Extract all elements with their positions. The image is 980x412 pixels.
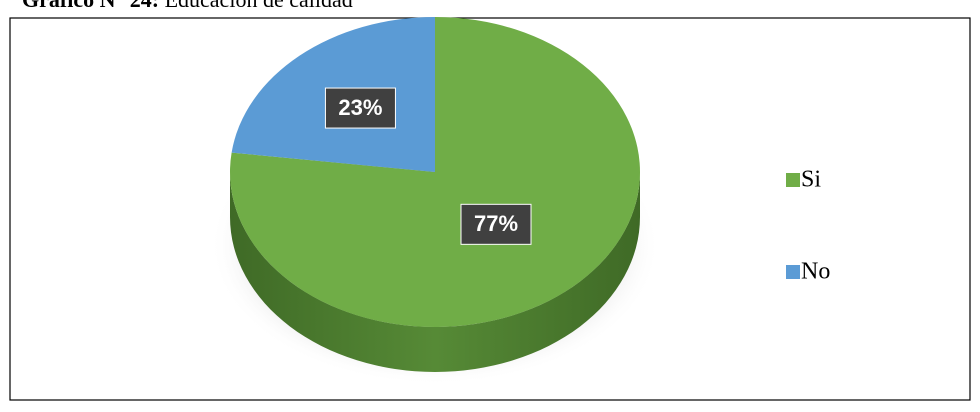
data-label-box	[460, 203, 532, 245]
data-label-box	[324, 87, 396, 129]
legend-label: No	[801, 259, 830, 285]
slice	[230, 17, 641, 327]
legend-swatch	[786, 265, 800, 279]
subtitle: Educación de calidad	[165, 0, 353, 12]
legend-swatch	[786, 173, 800, 187]
pie: 77% 23%	[230, 17, 641, 372]
data-label: 77%	[474, 211, 518, 236]
data-label: 23%	[338, 95, 382, 120]
slice-side	[230, 172, 640, 372]
legend-label: Si	[801, 167, 821, 193]
chart-title: Gráfico N° 24: Educación de calidad	[22, 0, 353, 12]
legend: Si No	[786, 167, 830, 285]
title: Gráfico N° 24:	[22, 0, 159, 12]
